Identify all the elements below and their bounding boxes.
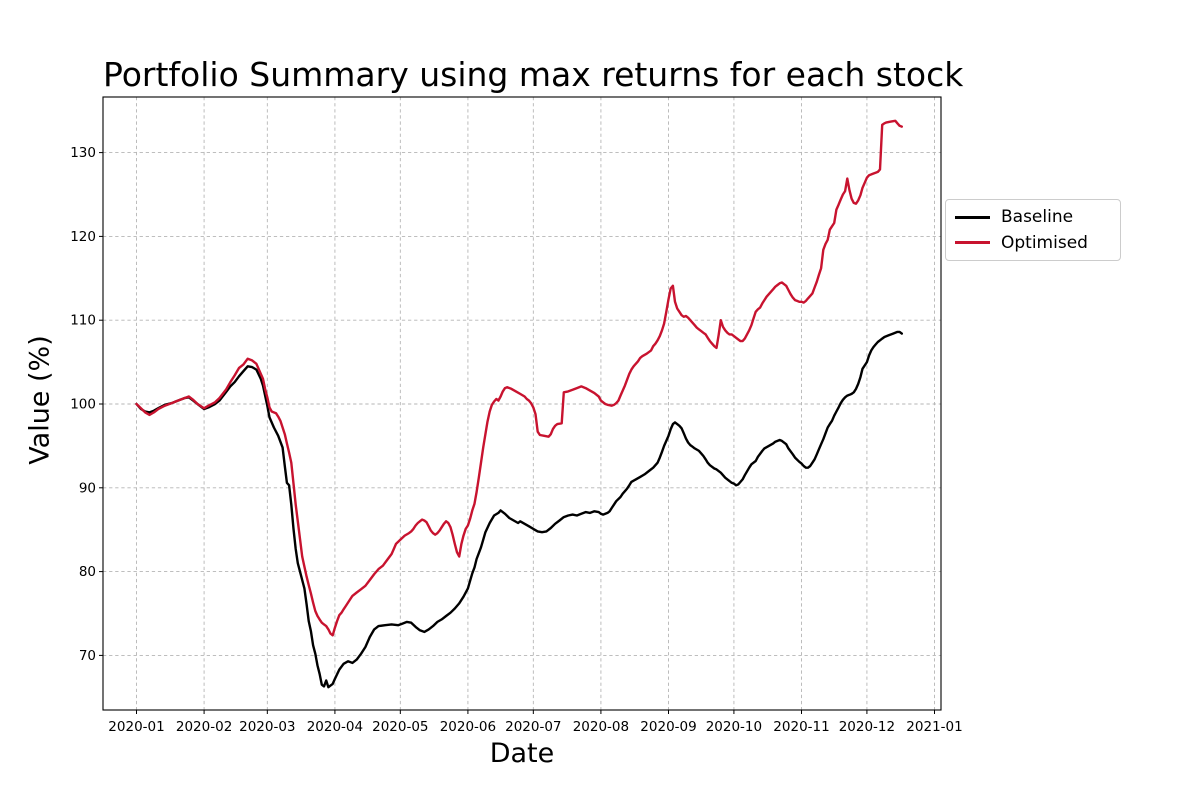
legend-item-optimised: Optimised — [955, 232, 1120, 253]
x-tick-label: 2020-03 — [239, 719, 295, 735]
x-tick-label: 2020-05 — [372, 719, 428, 735]
y-tick-label: 120 — [70, 229, 96, 245]
x-tick-label: 2020-11 — [773, 719, 829, 735]
x-tick-label: 2020-12 — [839, 719, 895, 735]
optimised-series-line — [135, 119, 903, 637]
x-tick-label: 2020-01 — [108, 719, 164, 735]
x-tick-label: 2020-09 — [640, 719, 696, 735]
y-tick-label: 130 — [70, 145, 96, 161]
x-tick-label: 2020-02 — [176, 719, 232, 735]
y-tick-label: 80 — [79, 564, 96, 580]
x-tick-label: 2020-06 — [440, 719, 496, 735]
optimised-line-swatch — [955, 241, 990, 245]
x-tick-label: 2020-08 — [573, 719, 629, 735]
y-tick-label: 110 — [70, 313, 96, 329]
x-tick-label: 2020-04 — [307, 719, 363, 735]
legend-label: Optimised — [1001, 232, 1088, 253]
x-tick-label: 2021-01 — [906, 719, 962, 735]
legend: Baseline Optimised — [945, 199, 1121, 261]
x-axis-label: Date — [489, 738, 555, 769]
chart-title: Portfolio Summary using max returns for … — [103, 55, 964, 94]
axes-frame — [102, 96, 942, 711]
legend-item-baseline: Baseline — [955, 208, 1120, 227]
x-tick-label: 2020-10 — [706, 719, 762, 735]
y-axis-label: Value (%) — [24, 335, 56, 465]
legend-label: Baseline — [1001, 206, 1074, 227]
x-tick-label: 2020-07 — [505, 719, 561, 735]
baseline-series-line — [135, 330, 903, 689]
y-tick-label: 70 — [79, 648, 96, 664]
y-tick-label: 100 — [70, 397, 96, 413]
y-tick-label: 90 — [79, 480, 96, 496]
baseline-line-swatch — [955, 215, 990, 219]
